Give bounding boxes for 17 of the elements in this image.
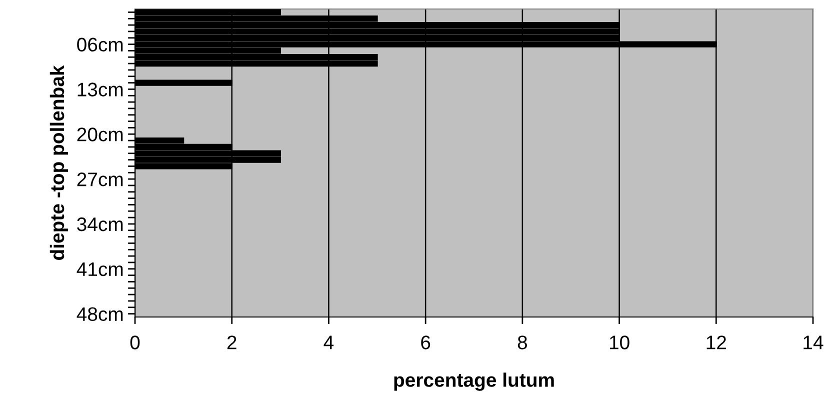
y-tick-label: 27cm [77, 172, 123, 186]
y-axis-title: diepte -top pollenbak [50, 65, 68, 260]
x-tick-label: 2 [227, 336, 236, 350]
x-tick-label: 10 [610, 336, 630, 350]
y-tick-label: 13cm [78, 82, 123, 96]
x-axis-title: percentage lutum [394, 372, 554, 391]
x-tick-label: 6 [421, 336, 430, 350]
x-tick-label: 8 [518, 336, 527, 350]
x-tick-label: 12 [706, 336, 726, 350]
x-tick-label: 14 [804, 336, 824, 350]
y-tick-label: 48cm [76, 307, 123, 322]
y-tick-label: 34cm [77, 217, 123, 232]
y-tick-label: 06cm [77, 38, 123, 52]
x-tick-label: 0 [130, 336, 140, 350]
y-tick-label: 20cm [77, 128, 123, 142]
x-tick-label: 4 [324, 336, 334, 350]
y-tick-label: 41cm [76, 262, 123, 276]
